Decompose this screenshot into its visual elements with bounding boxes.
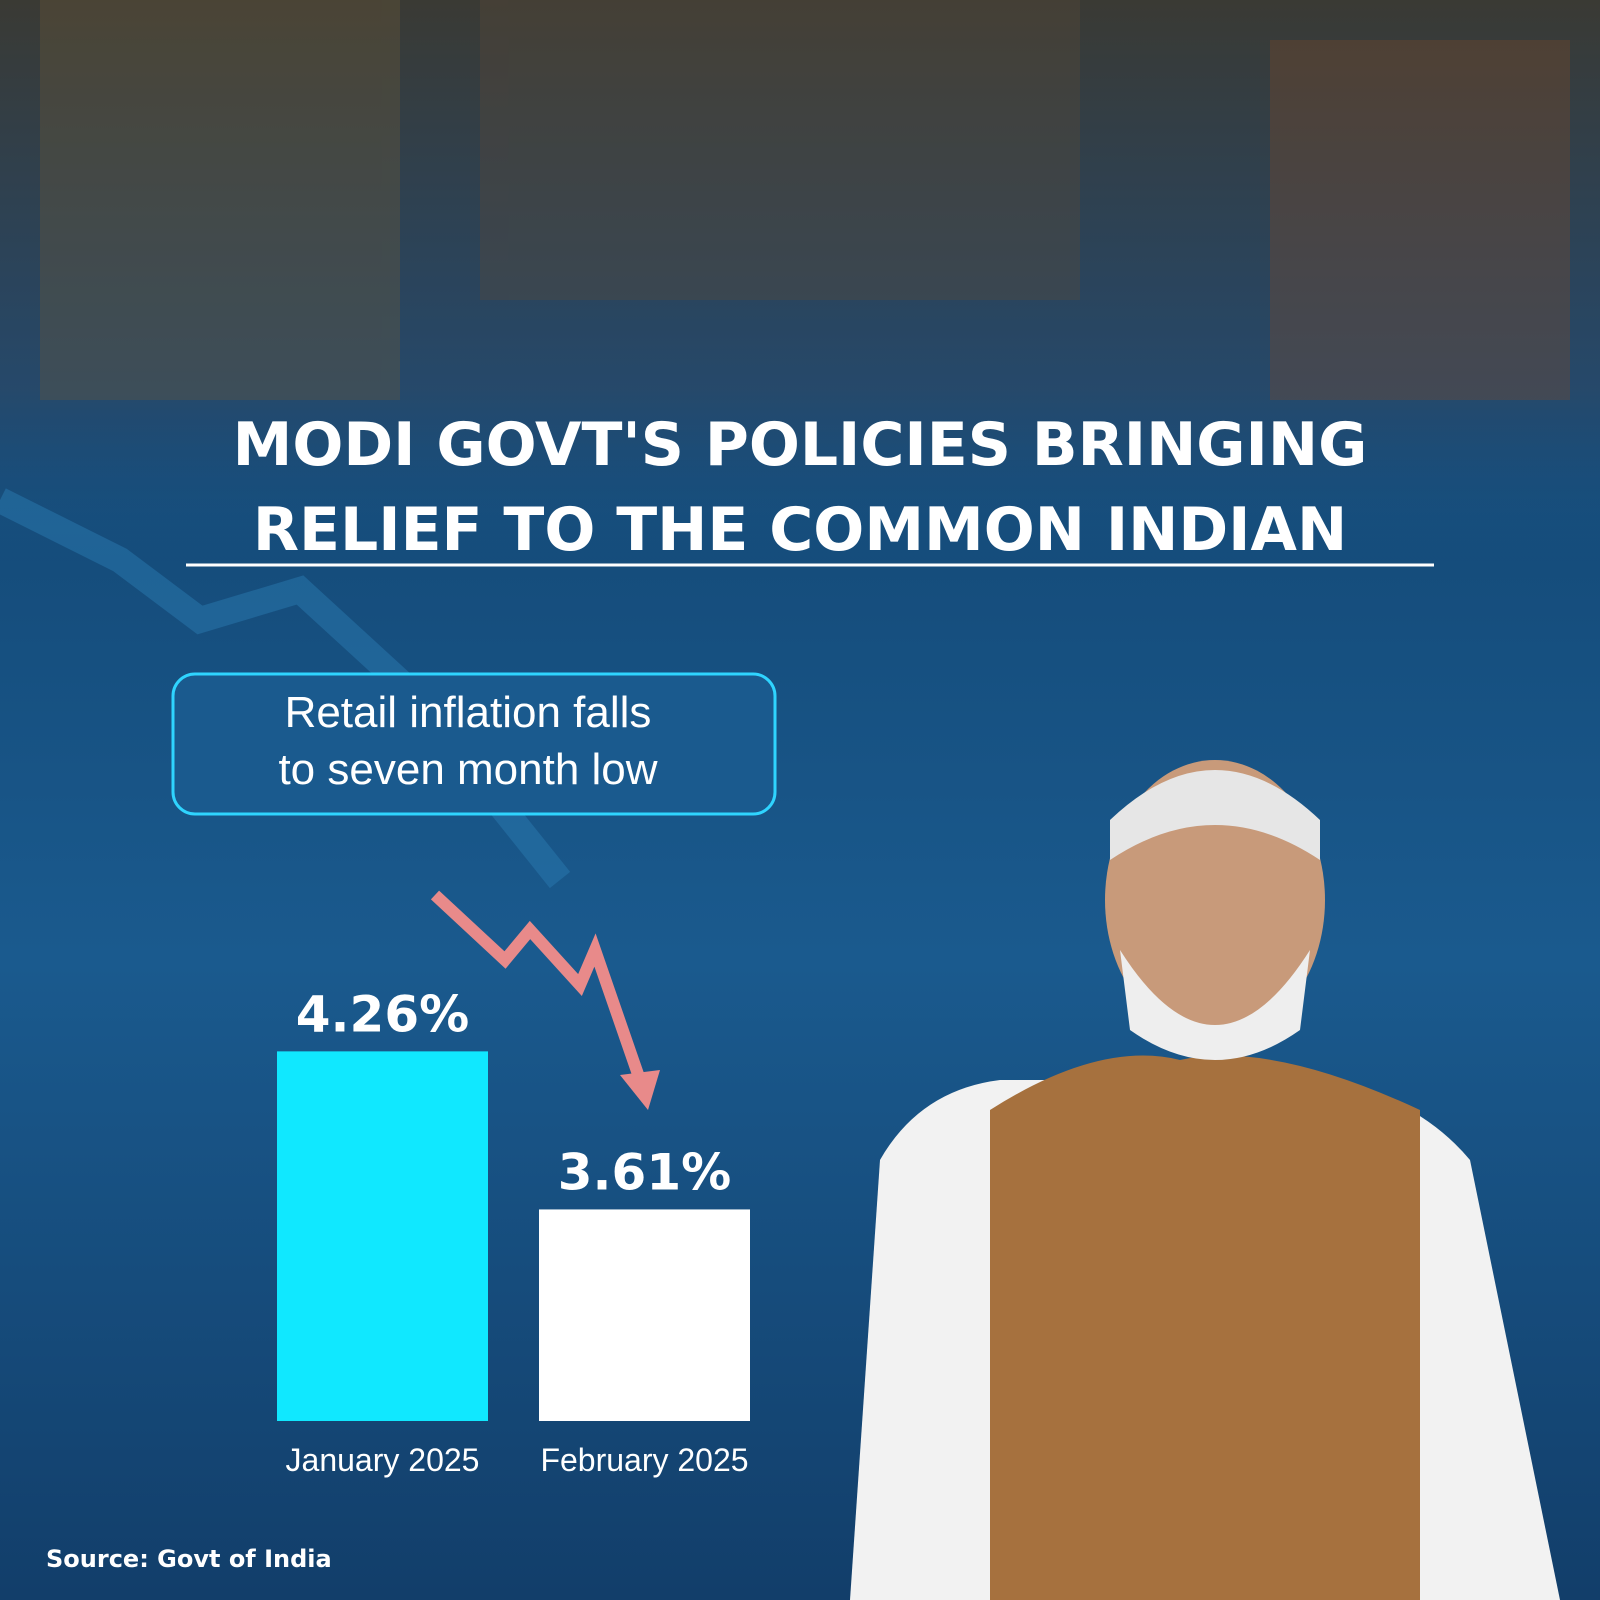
category-label: February 2025 [540, 1442, 748, 1478]
category-label: January 2025 [286, 1442, 480, 1478]
callout-line: Retail inflation falls [285, 688, 652, 737]
shop-photo [0, 0, 1600, 560]
title-line: MODI GOVT'S POLICIES BRINGING [233, 410, 1368, 480]
person [850, 760, 1560, 1600]
value-label: 3.61% [558, 1143, 731, 1201]
source: Source: Govt of India [46, 1545, 332, 1573]
bar [277, 1051, 488, 1421]
callout-line: to seven month low [278, 745, 657, 794]
bar [539, 1209, 750, 1421]
down-arrow [430, 890, 646, 1082]
callout-box [171, 672, 777, 816]
arrow-head [620, 1070, 660, 1110]
title-line: RELIEF TO THE COMMON INDIAN [253, 495, 1347, 565]
shelves [40, 0, 1570, 400]
value-label: 4.26% [296, 985, 469, 1043]
